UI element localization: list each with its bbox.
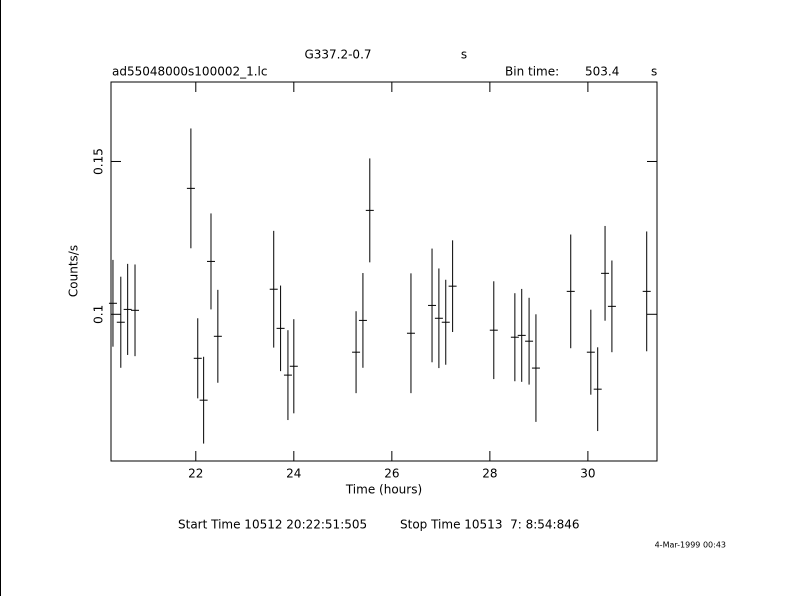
bin-time: 503.4 <box>585 65 619 79</box>
x-tick-label: 24 <box>286 467 301 481</box>
x-tick-label: 26 <box>384 467 399 481</box>
start-time: Start Time 10512 20:22:51:505 <box>178 518 367 532</box>
bin-time-unit: s <box>651 65 657 79</box>
x-axis-label: Time (hours) <box>345 483 422 497</box>
stop-time: Stop Time 10513 7: 8:54:846 <box>400 518 579 532</box>
plot-frame <box>110 81 658 462</box>
date-stamp: 4-Mar-1999 00:43 <box>655 541 726 550</box>
y-tick-label: 0.15 <box>92 148 106 175</box>
y-axis-label: Counts/s <box>67 245 81 297</box>
x-tick-label: 28 <box>482 467 497 481</box>
bin-time-label: Bin time: <box>505 65 559 79</box>
x-tick-label: 22 <box>188 467 203 481</box>
file-name: ad55048000s100002_1.lc <box>112 65 268 79</box>
title-unit: s <box>461 48 467 62</box>
x-tick-label: 30 <box>580 467 595 481</box>
y-tick-label: 0.1 <box>92 305 106 324</box>
chart-title: G337.2-0.7 <box>304 48 371 62</box>
